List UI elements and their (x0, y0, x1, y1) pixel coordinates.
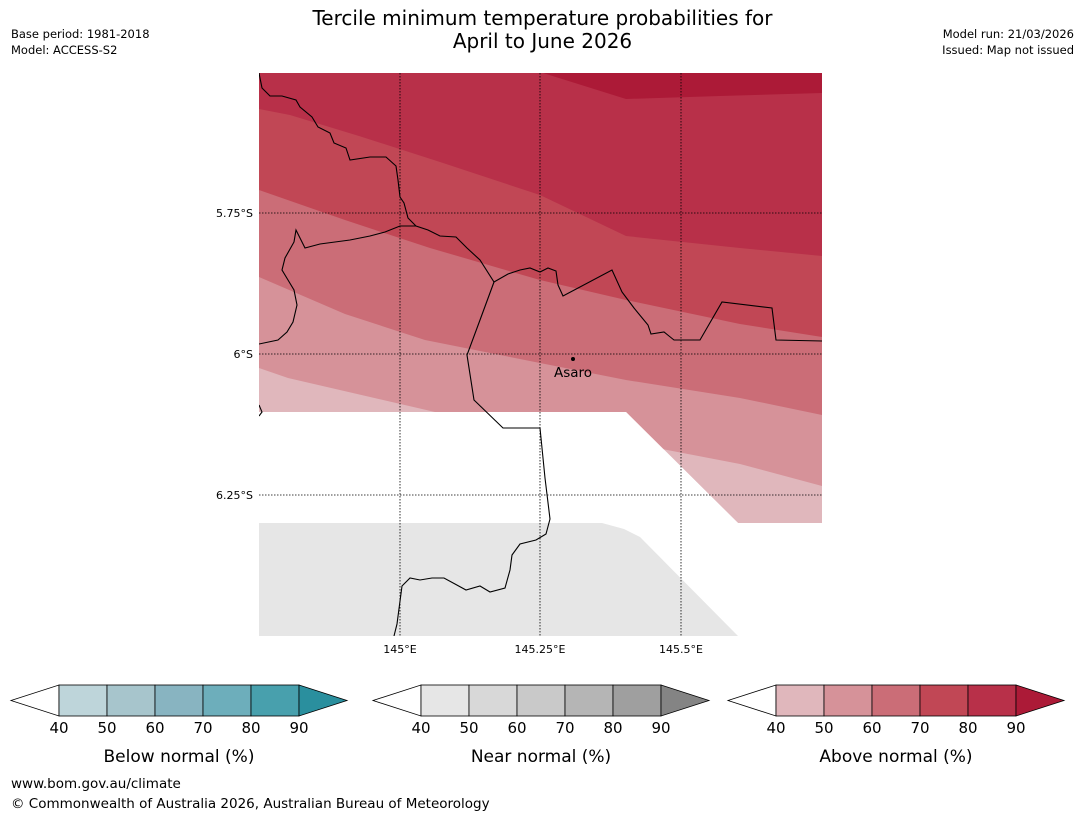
border-central (393, 281, 551, 636)
colorbar-below: 40 50 60 70 80 90 Below normal (%) (9, 684, 349, 767)
meta-left: Base period: 1981-2018 Model: ACCESS-S2 (11, 26, 150, 58)
colorbar-above: 40 50 60 70 80 90 Above normal (%) (726, 684, 1066, 767)
colorbar-below-tick: 80 (241, 719, 260, 737)
colorbar-near-tick: 80 (603, 719, 622, 737)
map-title: Tercile minimum temperature probabilitie… (0, 7, 1085, 53)
colorbar-above-segment (919, 684, 969, 717)
province-borders (259, 73, 822, 636)
colorbar-above-tick: 70 (910, 719, 929, 737)
border-southwest (259, 404, 263, 417)
lat-label-1: 5.75°S (216, 207, 253, 220)
colorbar-near: 40 50 60 70 80 90 Near normal (%) (371, 684, 711, 767)
colorbar-below-extend-high (298, 684, 349, 717)
colorbar-above-tick: 60 (862, 719, 881, 737)
lat-label-3: 6.25°S (216, 489, 253, 502)
colorbar-near-segment (420, 684, 470, 717)
colorbar-near-segment (612, 684, 662, 717)
colorbar-above-segment (871, 684, 921, 717)
colorbar-below-segment (58, 684, 108, 717)
colorbar-below-tick: 60 (145, 719, 164, 737)
colorbar-above-extend-low (726, 684, 777, 717)
colorbar-near-tick: 90 (651, 719, 670, 737)
colorbar-near-extend-low (371, 684, 422, 717)
colorbar-near-tick: 70 (555, 719, 574, 737)
colorbar-above-segment (967, 684, 1017, 717)
colorbar-above-label: Above normal (%) (819, 747, 972, 767)
colorbar-above-tick: 40 (766, 719, 785, 737)
colorbar-below-extend-low (9, 684, 60, 717)
colorbar-below-tick: 50 (97, 719, 116, 737)
colorbar-below-tick: 40 (49, 719, 68, 737)
base-period: Base period: 1981-2018 (11, 27, 150, 41)
colorbar-below-segment (154, 684, 204, 717)
lat-label-2: 6°S (234, 348, 253, 361)
colorbar-near-label: Near normal (%) (471, 747, 611, 767)
colorbar-above-tick: 50 (814, 719, 833, 737)
lon-label-1: 145°E (383, 643, 416, 656)
colorbar-near-segment (564, 684, 614, 717)
title-line-1: Tercile minimum temperature probabilitie… (312, 6, 773, 30)
colorbar-below-tick: 90 (289, 719, 308, 737)
colorbar-below-segment (250, 684, 300, 717)
footer-url[interactable]: www.bom.gov.au/climate (11, 776, 181, 792)
lon-label-3: 145.5°E (659, 643, 703, 656)
band-above-90 (543, 73, 822, 99)
title-line-2: April to June 2026 (452, 29, 633, 53)
place-label-asaro: Asaro (554, 365, 592, 381)
colorbar-near-segment (468, 684, 518, 717)
blank-region (259, 412, 738, 523)
map-area (259, 73, 822, 636)
colorbar-near-tick: 50 (459, 719, 478, 737)
colorbar-above-segment (823, 684, 873, 717)
model-run: Model run: 21/03/2026 (942, 27, 1074, 41)
colorbar-below-segment (202, 684, 252, 717)
colorbar-above-segment (775, 684, 825, 717)
border-north (259, 73, 822, 342)
grey-region (259, 523, 738, 636)
gridlines (259, 73, 822, 636)
asaro-marker (571, 357, 575, 361)
colorbar-above-tick: 80 (958, 719, 977, 737)
footer: www.bom.gov.au/climate © Commonwealth of… (11, 774, 490, 814)
model-name: Model: ACCESS-S2 (11, 43, 118, 57)
border-west (259, 225, 416, 345)
colorbar-above-extend-high (1015, 684, 1066, 717)
colorbar-near-tick: 40 (411, 719, 430, 737)
colorbar-near-segment (516, 684, 566, 717)
colorbar-near-tick: 60 (507, 719, 526, 737)
colorbar-below-segment (106, 684, 156, 717)
colorbar-above-tick: 90 (1006, 719, 1025, 737)
colorbar-near-extend-high (660, 684, 711, 717)
colorbar-below-label: Below normal (%) (104, 747, 255, 767)
issued-status: Issued: Map not issued (942, 43, 1074, 57)
footer-copyright: © Commonwealth of Australia 2026, Austra… (11, 796, 490, 812)
lon-label-2: 145.25°E (515, 643, 566, 656)
colorbar-below-tick: 70 (193, 719, 212, 737)
meta-right: Model run: 21/03/2026 Issued: Map not is… (942, 26, 1074, 58)
